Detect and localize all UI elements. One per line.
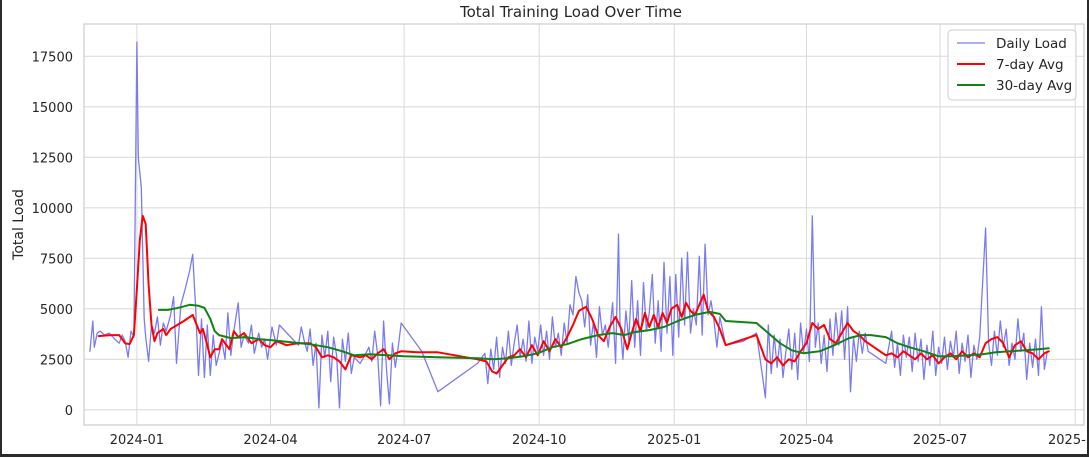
series-line-7-day-avg	[97, 214, 1050, 375]
legend-label: Daily Load	[996, 36, 1067, 52]
y-tick-label: 17500	[32, 50, 73, 65]
y-tick-label: 15000	[32, 101, 73, 116]
legend: Daily Load 7-day Avg 30-day Avg	[947, 29, 1077, 101]
y-axis-label: Total Load	[11, 189, 27, 261]
x-axis: 2024-01 2024-04 2024-07 2024-10 2025-01 2025-…	[110, 433, 1089, 448]
x-tick-label: 2025-07	[913, 433, 967, 448]
chart-title: Total Training Load Over Time	[459, 3, 682, 21]
legend-label: 7-day Avg	[996, 57, 1064, 73]
y-axis: 0 2500 5000 7500 10000 12500 15000 17500	[32, 50, 73, 419]
x-tick-label: 2025-01	[647, 433, 701, 448]
x-tick-label: 2024-04	[243, 433, 297, 448]
series-line-daily-load	[89, 41, 1048, 409]
x-tick-label: 2024-01	[110, 433, 164, 448]
y-tick-label: 7500	[40, 252, 73, 267]
x-tick-label: 2024-07	[377, 433, 431, 448]
x-tick-label: 2025-10	[1048, 433, 1087, 448]
grid-lines	[84, 24, 1084, 425]
y-tick-label: 12500	[32, 151, 73, 166]
plot-frame	[83, 23, 1085, 426]
y-tick-label: 5000	[40, 303, 73, 318]
y-tick-label: 10000	[32, 202, 73, 217]
series-layer	[89, 41, 1050, 409]
legend-label: 30-day Avg	[996, 78, 1072, 94]
series-line-30-day-avg	[157, 303, 1050, 361]
x-tick-label: 2024-10	[512, 433, 566, 448]
y-tick-label: 0	[65, 404, 73, 419]
legend-box	[947, 29, 1077, 101]
x-tick-label: 2025-04	[779, 433, 833, 448]
y-tick-label: 2500	[40, 353, 73, 368]
